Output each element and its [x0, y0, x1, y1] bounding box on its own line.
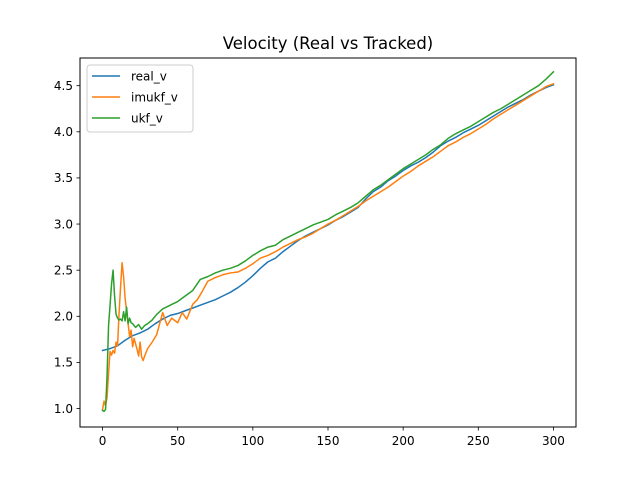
y-tick-label: 4.5: [54, 79, 73, 93]
x-axis: 0 50 100 150 200 250 300: [99, 427, 565, 448]
y-tick-label: 2.0: [54, 310, 73, 324]
series-line-imukf-v: [101, 82, 555, 411]
legend-label-ukf-v: ukf_v: [131, 112, 163, 126]
series-line-ukf-v: [101, 70, 555, 413]
y-tick-label: 1.0: [54, 402, 73, 416]
y-axis: 1.0 1.5 2.0 2.5 3.0 3.5 4.0 4.5: [54, 79, 80, 416]
x-tick-label: 200: [392, 434, 415, 448]
x-tick-label: 250: [467, 434, 490, 448]
y-tick-label: 2.5: [54, 263, 73, 277]
x-tick-label: 50: [170, 434, 185, 448]
chart-title: Velocity (Real vs Tracked): [223, 34, 433, 53]
series-line-real-v: [101, 83, 555, 352]
x-tick-label: 300: [542, 434, 565, 448]
y-tick-label: 1.5: [54, 356, 73, 370]
legend: real_v imukf_v ukf_v: [86, 64, 194, 133]
legend-label-imukf-v: imukf_v: [131, 91, 178, 105]
y-tick-label: 3.0: [54, 217, 73, 231]
x-tick-label: 0: [99, 434, 107, 448]
legend-label-real-v: real_v: [131, 70, 167, 84]
x-tick-label: 100: [241, 434, 264, 448]
plot-series: [101, 70, 555, 413]
y-tick-label: 4.0: [54, 125, 73, 139]
x-tick-label: 150: [317, 434, 340, 448]
y-tick-label: 3.5: [54, 171, 73, 185]
legend-box: [86, 64, 194, 133]
